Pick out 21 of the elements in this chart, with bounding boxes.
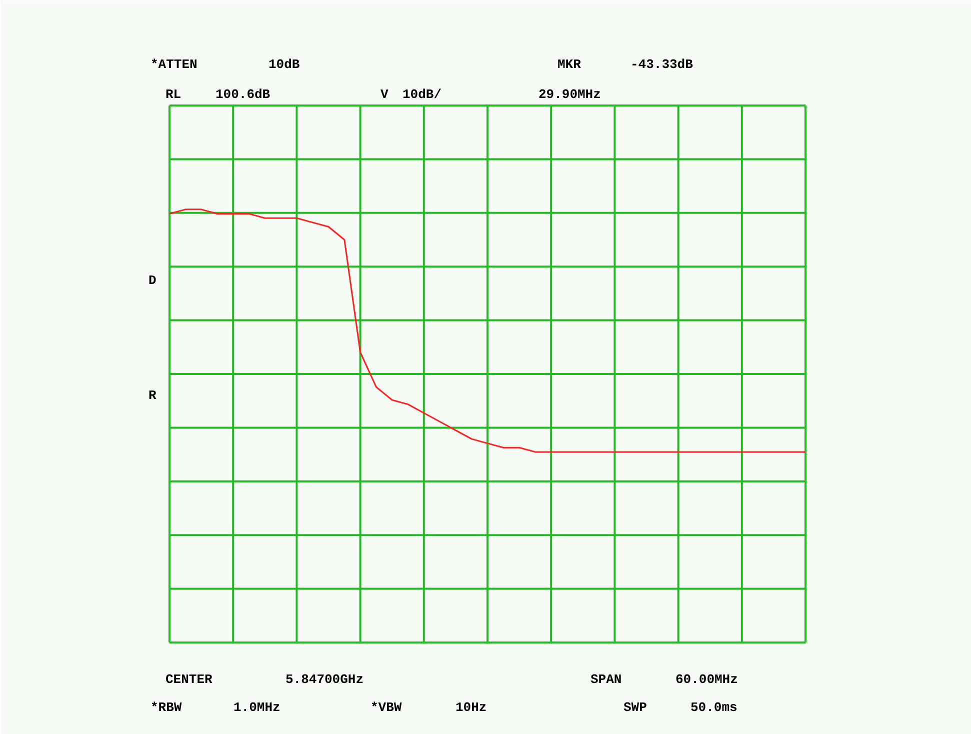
text: D [148, 273, 156, 288]
text: *ATTEN [150, 57, 198, 72]
text: 50.0ms [690, 700, 738, 715]
text: CENTER [166, 672, 213, 687]
text: SWP [624, 700, 648, 715]
text: 5.84700GHz [286, 672, 364, 687]
text: R [148, 388, 156, 403]
text: 60.00MHz [676, 672, 738, 687]
text: MKR [558, 57, 582, 72]
text: V [380, 87, 388, 102]
text: 10dB/ [402, 87, 442, 102]
text: 1.0MHz [234, 700, 280, 715]
text: 29.90MHz [538, 87, 601, 102]
text: *RBW [150, 700, 182, 715]
text: 100.6dB [216, 87, 270, 102]
text: -43.33dB [630, 57, 694, 72]
text: 10Hz [456, 700, 487, 715]
text: *VBW [370, 700, 402, 715]
text: SPAN [590, 672, 622, 687]
text: 10dB [268, 57, 300, 72]
text: RL [166, 87, 182, 102]
